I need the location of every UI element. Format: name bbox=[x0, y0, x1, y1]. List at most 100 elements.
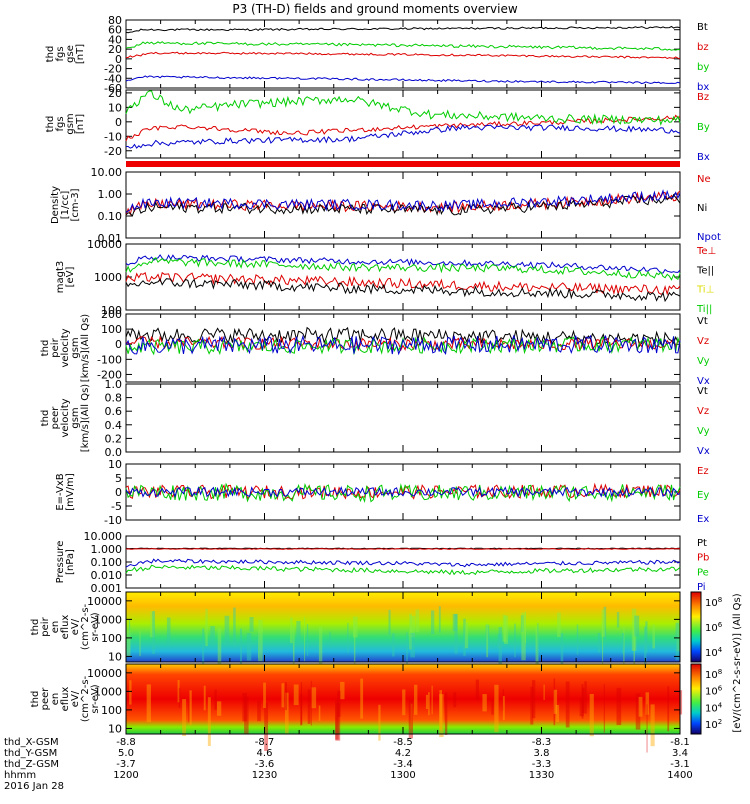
spectrogram-streak bbox=[257, 700, 261, 722]
y-axis-label: Pressure bbox=[55, 541, 66, 584]
spectrogram-streak bbox=[486, 623, 489, 658]
legend-label: Ex bbox=[697, 514, 709, 525]
y-tick-label: -5 bbox=[111, 500, 122, 513]
spectrogram-streak bbox=[202, 628, 205, 676]
spectrogram-streak bbox=[645, 621, 648, 653]
panel-peir_vel: 200 100 0 -100 -200 thd peir velocity gsm [km/s](… bbox=[40, 308, 710, 387]
spectrogram-streak bbox=[601, 609, 605, 637]
spectrogram-streak bbox=[352, 616, 358, 638]
x-axis-value: 3.8 bbox=[534, 748, 550, 759]
series-line-Ti⊥ bbox=[125, 254, 681, 274]
spectrogram-streak bbox=[347, 622, 349, 654]
y-tick-label: 10 bbox=[108, 722, 122, 735]
y-axis-label: eflux bbox=[60, 687, 71, 712]
series-line-Vy bbox=[125, 336, 681, 356]
y-axis-label: [km/s](All Qs) bbox=[80, 314, 91, 382]
spectrogram-streak bbox=[622, 633, 624, 654]
spectrogram-streak bbox=[676, 619, 681, 652]
x-axis-value: 5.0 bbox=[118, 748, 134, 759]
spectrogram-streak bbox=[494, 684, 499, 733]
y-tick-label: 10 bbox=[108, 458, 122, 471]
spectrogram-streak bbox=[205, 608, 208, 647]
x-axis-value: -8.1 bbox=[670, 737, 690, 748]
spectrogram-streak bbox=[530, 686, 534, 725]
y-tick-label: 0.6 bbox=[105, 405, 123, 418]
spectrogram-streak bbox=[182, 699, 187, 737]
series-line-By bbox=[125, 90, 681, 126]
x-axis-value: 1330 bbox=[529, 770, 554, 781]
legend-label: Vz bbox=[697, 336, 709, 347]
y-tick-label: 10000 bbox=[87, 595, 122, 608]
y-axis-label: velocity bbox=[60, 328, 71, 367]
spectrogram-streak bbox=[616, 687, 622, 726]
y-tick-label: 0.001 bbox=[91, 582, 123, 595]
y-axis-label: Density bbox=[50, 186, 61, 224]
panel-temp: 10000 1000 100 magt3 [eV] Te⊥ Te|| Ti⊥ Ti|| bbox=[55, 238, 716, 317]
y-axis-label: eflux bbox=[60, 615, 71, 640]
series-line-Vt bbox=[125, 326, 681, 349]
y-tick-label: 10.00 bbox=[91, 166, 123, 179]
y-tick-label: -60 bbox=[104, 82, 122, 95]
spectrogram-streak bbox=[463, 618, 466, 656]
spectrogram-streak bbox=[497, 633, 502, 648]
y-axis-label: [cm-3] bbox=[70, 188, 81, 221]
spectrogram-streak bbox=[537, 623, 539, 671]
y-axis-label: [eV] bbox=[65, 267, 76, 288]
x-axis-value: -8.8 bbox=[116, 737, 136, 748]
spectrogram-streak bbox=[392, 633, 395, 657]
spectrogram-streak bbox=[318, 705, 321, 721]
colorbar-tick-label: 102 bbox=[705, 718, 722, 731]
series-line-Vz bbox=[125, 335, 681, 352]
spectrogram-streak bbox=[439, 694, 444, 738]
y-tick-label: 0.8 bbox=[105, 392, 123, 405]
series-line-Npot bbox=[125, 189, 681, 213]
panel-peer_vel: 1.00.80.60.40.20.0 thd peer velocity gsm [km/… bbox=[40, 378, 710, 459]
spectrogram-streak bbox=[581, 684, 584, 719]
y-tick-label: 0 bbox=[115, 53, 122, 66]
spectrogram-streak bbox=[214, 689, 217, 710]
y-tick-label: 10 bbox=[108, 650, 122, 663]
y-axis-label: thd bbox=[40, 340, 51, 357]
legend-label: bz bbox=[697, 42, 709, 53]
spectrogram-streak bbox=[444, 692, 448, 735]
x-axis-value: -3.6 bbox=[255, 759, 275, 770]
spectrogram-streak bbox=[166, 617, 171, 644]
y-tick-label: -100 bbox=[97, 353, 122, 366]
legend-label: Pe bbox=[697, 567, 709, 578]
spectrogram-streak bbox=[439, 690, 443, 731]
y-axis-label: fgs bbox=[55, 116, 66, 131]
spectrogram-streak bbox=[582, 687, 585, 714]
colorbar-rect bbox=[690, 591, 702, 663]
spectrogram-streak bbox=[415, 609, 420, 633]
y-axis-label: en bbox=[50, 693, 61, 706]
spectrogram-streak bbox=[337, 690, 341, 717]
spectrogram-streak bbox=[535, 627, 539, 670]
spectrogram-streak bbox=[293, 684, 299, 706]
y-tick-label: 0.100 bbox=[91, 556, 123, 569]
spectrogram-streak bbox=[430, 610, 435, 635]
spectrogram-streak bbox=[635, 693, 641, 730]
x-axis-value: 1200 bbox=[113, 770, 138, 781]
x-axis-value: -8.7 bbox=[255, 737, 275, 748]
spectrogram-streak bbox=[203, 685, 206, 711]
y-axis-label: gse bbox=[65, 45, 76, 63]
spectrogram-streak bbox=[240, 628, 242, 666]
y-tick-label: 0.0 bbox=[105, 446, 123, 459]
y-tick-label: -20 bbox=[104, 63, 122, 76]
spectrogram-streak bbox=[224, 615, 230, 645]
spectrogram-streak bbox=[310, 680, 312, 726]
spectrogram-streak bbox=[579, 697, 584, 717]
y-tick-label: -20 bbox=[104, 145, 122, 158]
spectrogram-streak bbox=[560, 633, 564, 669]
spectrogram-streak bbox=[340, 681, 345, 700]
y-axis-label: velocity bbox=[60, 398, 71, 437]
spectrogram-streak bbox=[306, 624, 309, 656]
y-axis-label: sr-eV) bbox=[90, 612, 101, 641]
y-tick-label: -10 bbox=[104, 130, 122, 143]
spectrogram-streak bbox=[410, 632, 415, 658]
y-tick-label: 0 bbox=[115, 486, 122, 499]
series-line-Pi bbox=[125, 558, 681, 568]
spectrogram-streak bbox=[425, 694, 429, 710]
spectrogram-streak bbox=[576, 624, 579, 655]
